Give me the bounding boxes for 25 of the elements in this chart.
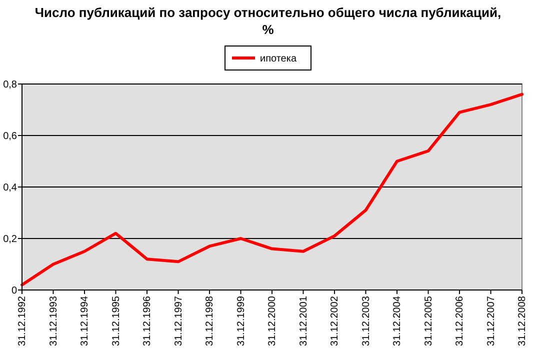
x-tick-label: 31.12.2007 [486,296,497,346]
y-tick-label: 0 [11,286,18,296]
x-tick-label: 31.12.1999 [236,296,247,346]
legend-label: ипотека [260,54,297,64]
x-tick-label: 31.12.2002 [330,296,340,346]
y-tick-label: 0,4 [3,182,18,194]
x-tick-label: 31.12.2008 [517,296,528,346]
x-tick-label: 31.12.1997 [173,296,184,346]
x-tick-label: 31.12.1992 [17,296,28,346]
x-tick-label: 31.12.1993 [48,296,60,346]
x-tick-label: 31.12.1996 [142,296,153,346]
x-tick-label: 31.12.2003 [360,296,372,346]
line-series [20,92,524,286]
y-tick-label: 0,8 [3,80,18,90]
x-tick-label: 31.12.1994 [80,296,90,346]
x-tick-label: 31.12.1998 [204,296,216,346]
x-tick-label: 31.12.2000 [267,296,278,346]
y-tick-label: 0,2 [3,234,18,245]
chart-title: Число публикаций по запросу относительно общего числа публикаций, % [34,5,502,37]
x-tick-label: 31.12.2004 [392,296,403,346]
y-tick-label: 0,6 [3,131,18,142]
x-tick-label: 31.12.1995 [110,296,122,346]
x-tick-label: 31.12.2005 [423,296,434,346]
x-tick-label: 31.12.2006 [454,296,466,346]
x-tick-label: 31.12.2001 [298,296,310,346]
